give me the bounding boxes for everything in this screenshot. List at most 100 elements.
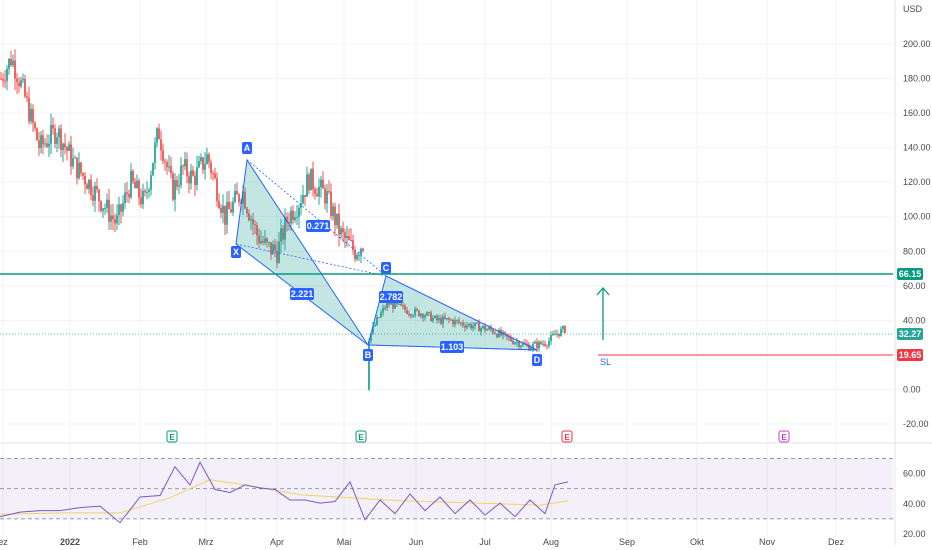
- horizontal-levels[interactable]: SL 66.15 32.27 19.65: [0, 268, 923, 367]
- candle-body: [190, 170, 192, 184]
- candle-body: [120, 204, 122, 212]
- candle-body: [4, 80, 6, 82]
- candle-body: [92, 195, 94, 201]
- candle-body: [218, 201, 220, 209]
- candle-body: [196, 166, 198, 185]
- candle-body: [222, 205, 224, 213]
- price-tag-text: 32.27: [899, 329, 922, 339]
- candle-body: [442, 316, 444, 324]
- candle-body: [58, 128, 60, 138]
- pattern-point-a[interactable]: A: [242, 142, 252, 154]
- candle-body: [376, 317, 378, 325]
- ratio-box: [306, 220, 330, 232]
- candle-body: [374, 324, 376, 327]
- target-arrow[interactable]: [596, 287, 610, 340]
- candle-body: [436, 315, 438, 321]
- candle-body: [26, 96, 28, 98]
- candle-body: [184, 159, 186, 167]
- candle-body: [248, 213, 250, 221]
- pattern-point-label: D: [534, 355, 541, 365]
- candle-body: [74, 157, 76, 159]
- candle-body: [64, 143, 66, 148]
- candle-body: [546, 345, 548, 347]
- candle-body: [522, 342, 524, 346]
- candle-body: [118, 204, 120, 216]
- candle-body: [172, 173, 174, 200]
- candle-body: [460, 322, 462, 324]
- candle-body: [320, 179, 322, 188]
- pattern-triangle-xab: [235, 158, 369, 346]
- candle-body: [246, 208, 248, 214]
- time-axis[interactable]: ez 2022 Feb Mrz Apr Mai Jun Jul Aug Sep Okt Nov Dez: [0, 537, 844, 547]
- ratio-box: [290, 288, 314, 300]
- candle-body: [356, 255, 358, 260]
- price-axis[interactable]: 200.00 180.00 160.00 140.00 120.00 100.00 80.0…: [903, 39, 931, 429]
- candle-body: [480, 327, 482, 332]
- candle-body: [380, 312, 382, 318]
- pattern-point-x[interactable]: X: [231, 246, 241, 258]
- price-tag[interactable]: 19.65: [897, 349, 923, 361]
- event-label: E: [169, 433, 175, 442]
- candle-body: [52, 124, 54, 129]
- candle-body: [300, 203, 302, 208]
- candle-body: [264, 238, 266, 243]
- candle-body: [142, 190, 144, 205]
- earnings-event-marker[interactable]: E: [166, 430, 178, 443]
- candle-body: [528, 344, 530, 351]
- candle-body: [338, 213, 340, 235]
- pattern-point-d[interactable]: D: [532, 354, 542, 366]
- ratio-label[interactable]: 2.221: [290, 288, 314, 300]
- candle-body: [160, 139, 162, 151]
- event-box: [561, 430, 573, 443]
- candle-body: [412, 315, 414, 317]
- price-tag-box: [897, 268, 923, 280]
- price-tag[interactable]: 66.15: [897, 268, 923, 280]
- candle-body: [208, 154, 210, 163]
- candle-body: [88, 179, 90, 190]
- candle-body: [562, 326, 564, 329]
- candle-body: [226, 201, 228, 225]
- candle-body: [298, 207, 300, 217]
- candle-body: [362, 248, 364, 251]
- rsi-pane[interactable]: 60.00 40.00 20.00: [0, 458, 926, 539]
- candle-body: [330, 191, 332, 217]
- price-tag-text: 19.65: [899, 350, 922, 360]
- candle-body: [432, 317, 434, 322]
- ratio-label[interactable]: 0.271: [306, 220, 330, 232]
- ratio-label[interactable]: 2.782: [379, 291, 403, 303]
- candle-body: [418, 310, 420, 317]
- candle-body: [542, 343, 544, 345]
- candle-body: [22, 78, 24, 81]
- candle-body: [340, 228, 342, 235]
- earnings-event-marker[interactable]: E: [561, 430, 573, 443]
- price-tag[interactable]: 32.27: [897, 328, 923, 340]
- candle-body: [382, 307, 384, 313]
- pattern-point-b[interactable]: B: [363, 349, 373, 361]
- earnings-event-marker[interactable]: E: [355, 430, 367, 443]
- candle-body: [326, 191, 328, 204]
- candle-body: [94, 186, 96, 201]
- candle-body: [512, 340, 514, 344]
- candle-body: [430, 312, 432, 322]
- candle-body: [564, 326, 566, 333]
- pattern-point-c[interactable]: C: [381, 262, 391, 274]
- candle-body: [462, 322, 464, 326]
- candle-body: [378, 317, 380, 319]
- pattern-triangle-bcd: [367, 275, 538, 351]
- candle-body: [488, 327, 490, 330]
- price-tick-label: 60.00: [903, 281, 926, 291]
- price-tick-label: 140.00: [903, 143, 931, 153]
- price-tag-text: 66.15: [899, 269, 922, 279]
- candle-body: [410, 314, 412, 317]
- candle-body: [176, 180, 178, 187]
- candle-body: [498, 330, 500, 338]
- candle-body: [524, 342, 526, 344]
- candle-body: [294, 217, 296, 221]
- harmonic-pattern[interactable]: X A B C D 0.271 2.221 2.782 1.103: [231, 142, 542, 366]
- earnings-event-marker[interactable]: E: [778, 430, 790, 443]
- candle-body: [370, 333, 372, 342]
- candle-body: [234, 191, 236, 202]
- ratio-label[interactable]: 1.103: [440, 341, 464, 353]
